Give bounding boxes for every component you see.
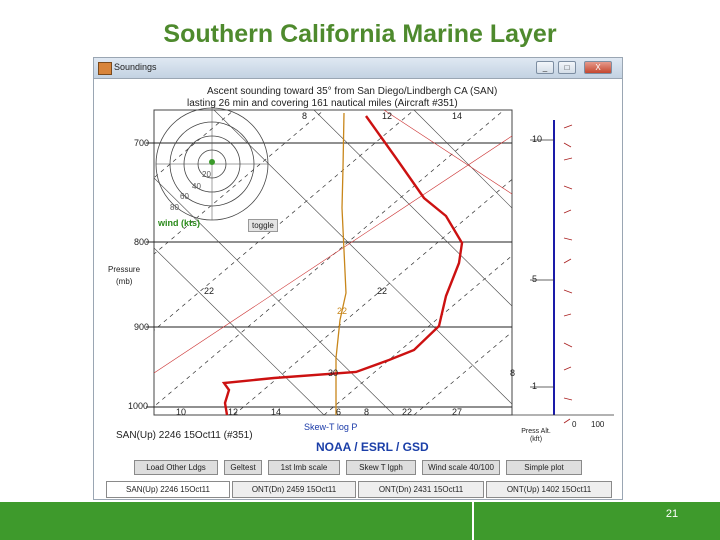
pressure-units: (mb) [116,277,133,286]
plot-frame [153,109,513,416]
reference-line [154,135,512,374]
skew-t-lgph-button[interactable]: Skew T lgph [346,460,416,475]
temperature-profile [221,115,464,415]
adiabat-line [313,110,512,307]
footer-bar [0,502,720,540]
hodograph-label: 40 [192,182,201,191]
wind-scale-button[interactable]: Wind scale 40/100 [422,460,500,475]
isotherm-label: 22 [337,306,348,316]
first-lmb-scale-button[interactable]: 1st lmb scale [268,460,340,475]
press-alt-label: Press Alt. (kft) [521,428,551,443]
slide-title: Southern California Marine Layer [163,20,557,48]
footer-divider [472,502,474,540]
tab-ont-dn-2431[interactable]: ONT(Dn) 2431 15Oct11 [358,481,484,498]
alt-tick-label: 1 [532,381,538,391]
minimize-button[interactable]: _ [536,61,554,74]
alt-tick-label: 5 [532,274,538,284]
alt-tick-label: 10 [532,134,543,144]
skewt-label: Skew-T log P [304,422,358,432]
temp-tick: 22 [402,407,413,417]
wind-barb [563,124,573,424]
temp-tick: 27 [452,407,463,417]
adiabat-line [213,110,512,405]
maximize-button[interactable]: □ [558,61,576,74]
sounding-header-2: lasting 26 min and covering 161 nautical… [187,98,458,109]
reference-line [383,110,512,195]
isotherm-line [154,110,415,331]
isotherm-line [154,110,505,407]
soundings-window: Soundings _ □ X [93,57,623,500]
hodograph-label: 60 [180,192,189,201]
pressure-tick-800: 800 [134,237,150,247]
alt-tick-label: 100 [591,420,605,429]
top-temp-tick: 8 [302,111,308,121]
temp-tick: 12 [228,407,239,417]
pressure-tick-1000: 1000 [128,401,149,411]
toggle-button[interactable]: toggle [248,219,278,232]
window-titlebar[interactable]: Soundings _ □ X [94,58,622,79]
window-title: Soundings [114,62,157,72]
adiabat-line [154,177,395,415]
temp-tick: 14 [271,407,282,417]
hodograph [155,107,269,221]
wind-kts-label: wind (kts) [158,218,200,228]
hodograph-point [209,159,215,165]
adiabat-line [154,247,325,415]
adiabat-line [413,110,512,209]
pressure-tick-700: 700 [134,138,150,148]
isotherm-line [154,110,235,179]
page-number: 21 [665,508,679,520]
isotherm-line [154,110,325,255]
hodograph-label: 80 [170,203,179,212]
close-button[interactable]: X [584,61,612,74]
top-temp-tick: 12 [382,111,393,121]
isotherm-line [233,179,512,415]
isotherm-label: 22 [204,286,215,296]
tab-san-up-2246[interactable]: SAN(Up) 2246 15Oct11 [106,481,230,498]
sounding-header-1: Ascent sounding toward 35° from San Dieg… [207,86,498,97]
alt-tick-label: 0 [572,420,577,429]
pressure-axis-label: Pressure [108,265,141,274]
skewt-plot[interactable] [94,58,622,458]
load-other-ldgs-button[interactable]: Load Other Ldgs [134,460,218,475]
isotherm-line [323,255,512,415]
pressure-tick-900: 900 [134,322,150,332]
isotherm-label: 30 [328,368,339,378]
dewpoint-profile [335,112,347,415]
temp-tick: 10 [176,407,187,417]
temp-tick: 6 [336,407,342,417]
simple-plot-button[interactable]: Simple plot [506,460,582,475]
app-icon [98,62,112,75]
noaa-label: NOAA / ESRL / GSD [316,440,429,454]
geltest-button[interactable]: Geltest [224,460,262,475]
tab-ont-dn-2459[interactable]: ONT(Dn) 2459 15Oct11 [232,481,356,498]
tab-ont-up-1402[interactable]: ONT(Up) 1402 15Oct11 [486,481,612,498]
temp-tick: 8 [364,407,370,417]
station-label: SAN(Up) 2246 15Oct11 (#351) [116,430,253,441]
hodograph-label: 20 [202,170,211,179]
isotherm-line [413,331,512,415]
top-temp-tick: 14 [452,111,463,121]
isotherm-label: 8 [510,368,516,378]
isotherm-label: 22 [377,286,388,296]
